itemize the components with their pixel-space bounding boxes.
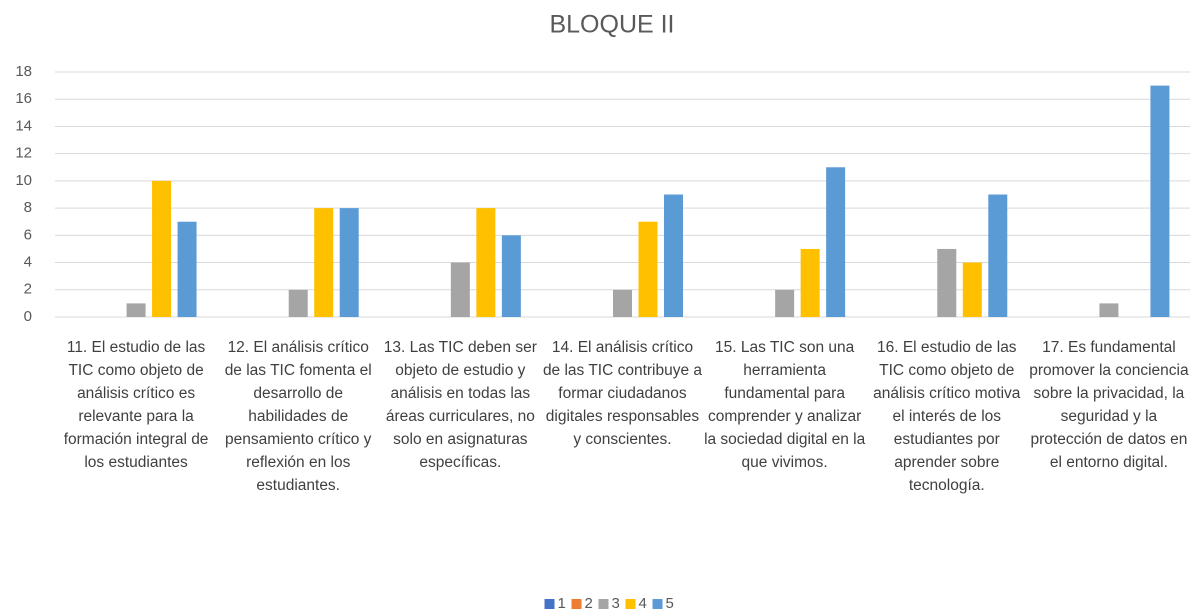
bar	[314, 208, 334, 317]
legend-swatch	[652, 599, 663, 609]
x-tick-label: 11. El estudio de las TIC como objeto de…	[63, 339, 209, 471]
legend-swatch	[625, 599, 636, 609]
bar	[476, 208, 496, 317]
y-tick-label: 16	[15, 90, 32, 107]
chart-title: BLOQUE II	[549, 11, 674, 39]
y-tick-label: 0	[24, 308, 32, 325]
y-tick-label: 4	[24, 254, 32, 271]
y-tick-label: 6	[24, 226, 32, 243]
bar	[1099, 303, 1119, 317]
y-tick-label: 18	[15, 63, 32, 80]
bar	[1150, 85, 1170, 317]
bar	[126, 303, 146, 317]
bar	[962, 262, 982, 317]
legend-label: 2	[585, 595, 593, 612]
x-tick-label: 15. Las TIC son una herramienta fundamen…	[704, 339, 866, 471]
y-tick-label: 8	[24, 199, 32, 216]
x-tick-label: 14. El análisis crítico de las TIC contr…	[542, 339, 703, 448]
x-tick-label: 17. Es fundamental promover la concienci…	[1029, 339, 1189, 471]
legend-swatch	[598, 599, 609, 609]
bar	[450, 262, 470, 317]
bar	[937, 248, 957, 317]
y-tick-label: 2	[24, 281, 32, 298]
bar	[501, 235, 521, 317]
legend-label: 3	[612, 595, 620, 612]
x-tick-label: 12. El análisis crítico de las TIC fomen…	[224, 339, 372, 494]
y-tick-label: 12	[15, 145, 32, 162]
legend-label: 4	[639, 595, 647, 612]
bar	[339, 208, 359, 317]
y-tick-label: 14	[15, 117, 32, 134]
bar	[664, 194, 683, 317]
bar	[152, 180, 172, 317]
bar	[638, 221, 658, 317]
bar	[775, 289, 795, 317]
bar	[613, 289, 632, 317]
x-tick-label: 16. El estudio de las TIC como objeto de…	[873, 339, 1021, 494]
legend-swatch	[544, 599, 555, 609]
y-tick-label: 10	[15, 172, 32, 189]
legend-swatch	[571, 599, 582, 609]
bar	[800, 248, 820, 317]
bar	[288, 289, 308, 317]
x-tick-label: 13. Las TIC deben ser objeto de estudio …	[383, 339, 537, 471]
bar	[177, 221, 197, 317]
legend-label: 1	[558, 595, 566, 612]
legend-label: 5	[666, 595, 674, 612]
bar	[826, 167, 846, 317]
bar	[988, 194, 1008, 317]
